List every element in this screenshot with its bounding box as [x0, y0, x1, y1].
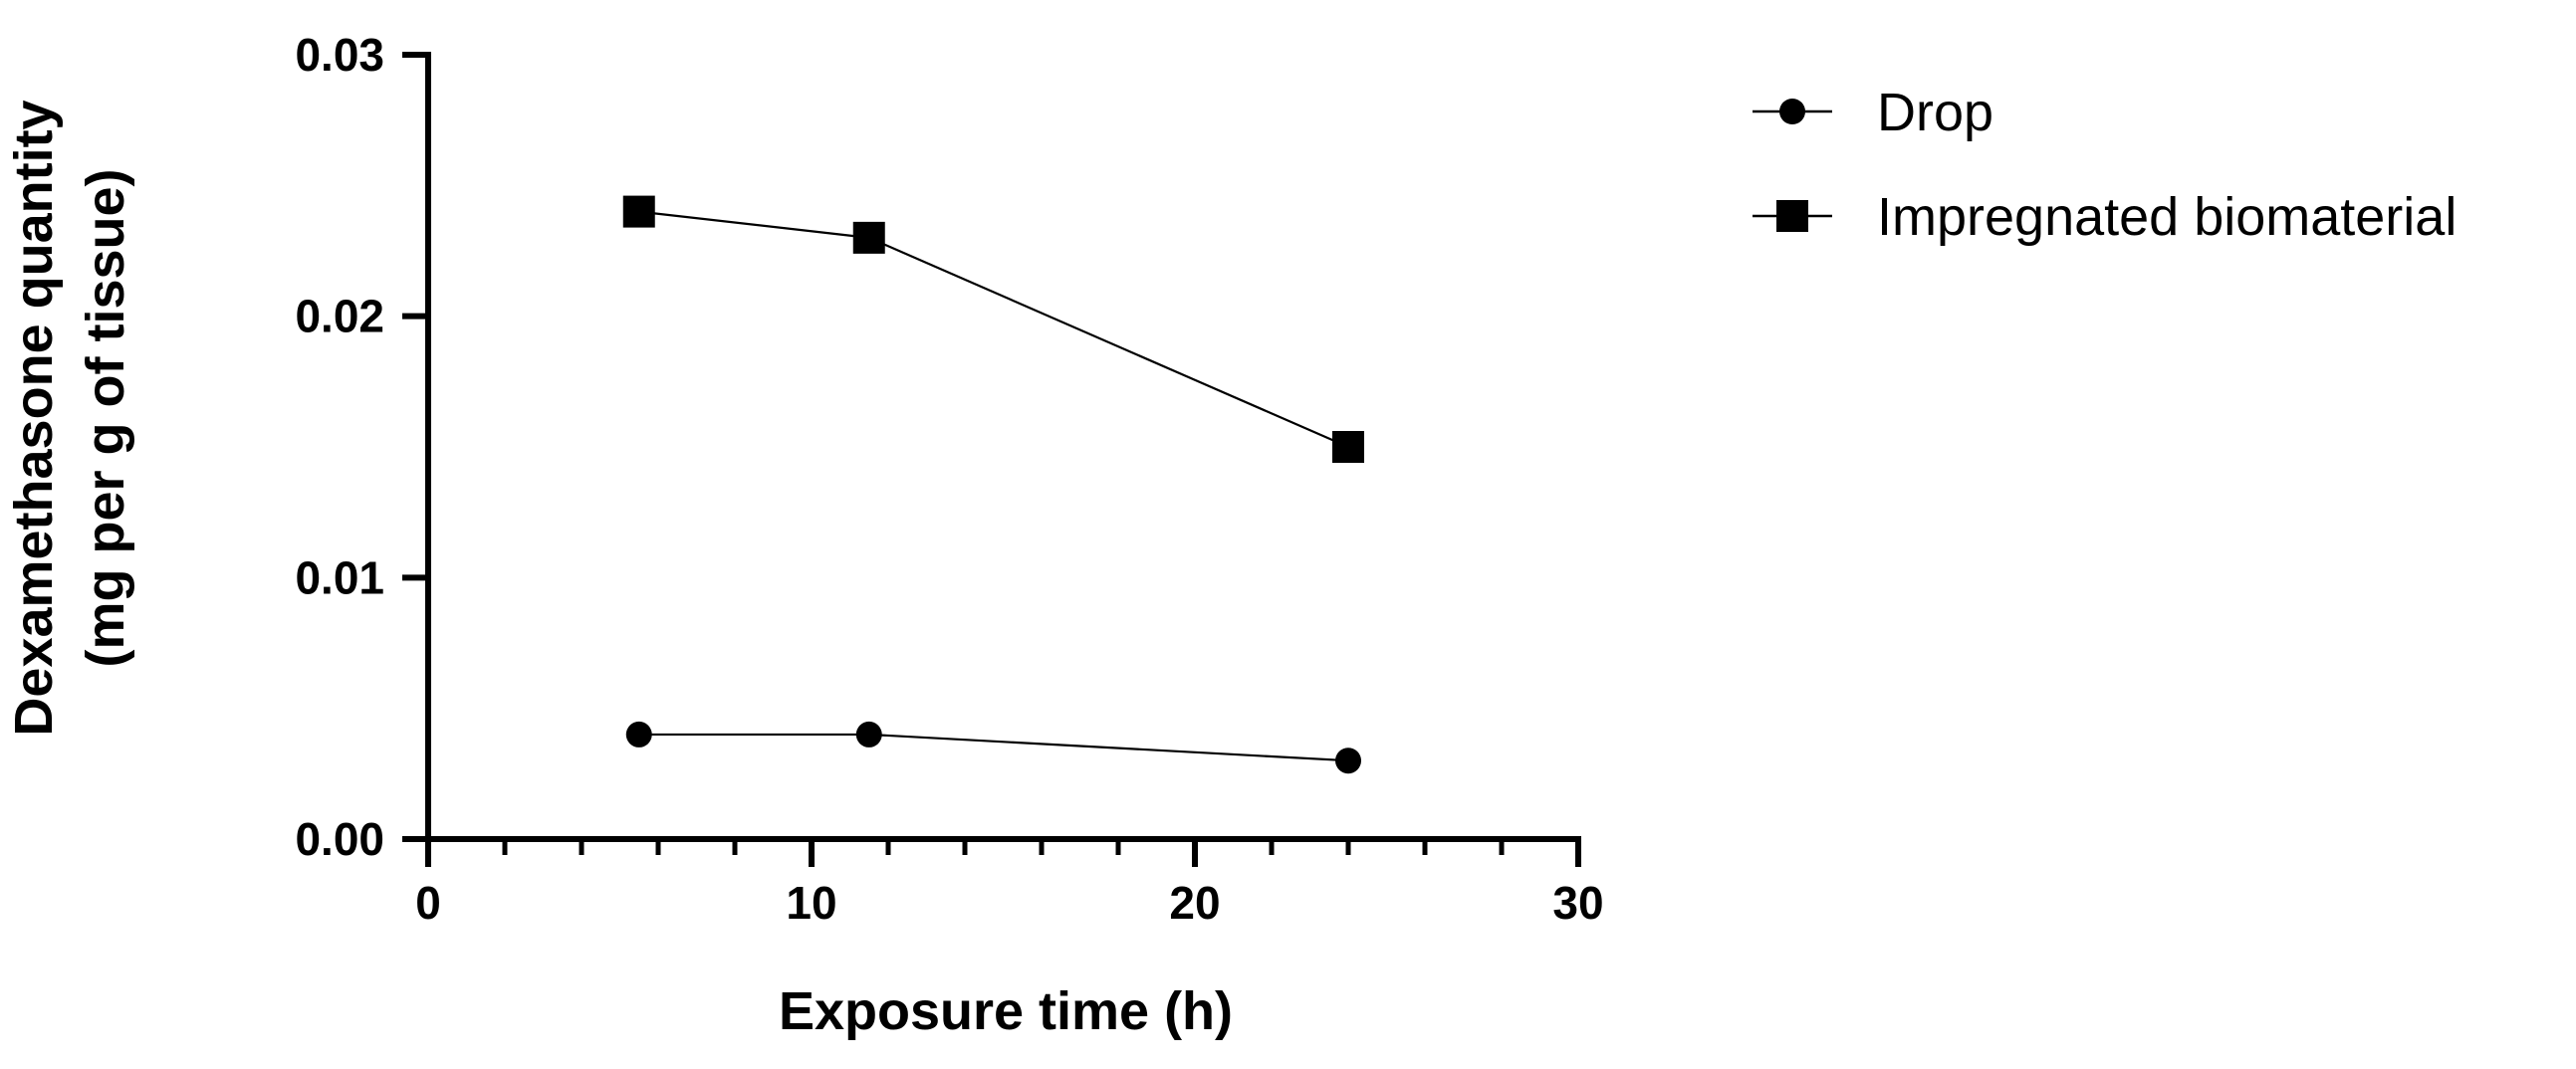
- legend-marker-square: [1776, 200, 1808, 232]
- y-tick-label: 0.01: [295, 551, 384, 603]
- y-axis-title-line-2: (mg per g of tissue): [76, 168, 135, 667]
- data-point-square: [622, 195, 655, 228]
- legend: Drop Impregnated biomaterial: [1753, 83, 2457, 247]
- legend-label: Impregnated biomaterial: [1877, 187, 2457, 247]
- data-point-square: [852, 221, 885, 254]
- y-tick-label: 0.03: [295, 29, 384, 81]
- x-tick-label: 0: [415, 877, 441, 929]
- data-point-circle: [855, 721, 882, 748]
- x-tick-label: 20: [1169, 877, 1220, 929]
- x-tick-label: 30: [1552, 877, 1603, 929]
- legend-marker-circle: [1779, 99, 1805, 124]
- x-axis-title: Exposure time (h): [779, 981, 1233, 1041]
- data-point-circle: [625, 721, 652, 748]
- series-line-1: [638, 733, 1349, 762]
- axis-titles: Exposure time (h) Dexamethasone quantity…: [4, 100, 1233, 1041]
- y-tick-label: 0.00: [295, 813, 384, 865]
- data-point-square: [1332, 431, 1364, 463]
- y-axis-title-line-1: Dexamethasone quantity: [4, 100, 64, 736]
- x-tick-label: 10: [786, 877, 836, 929]
- y-tick-label: 0.02: [295, 291, 384, 342]
- series-layer: [622, 195, 1364, 774]
- series-line-2: [638, 210, 1349, 449]
- data-point-circle: [1335, 748, 1361, 774]
- legend-label: Drop: [1877, 83, 1993, 142]
- axes: 0.00 0.01 0.02 0.03 0 10 20 30: [295, 29, 1603, 929]
